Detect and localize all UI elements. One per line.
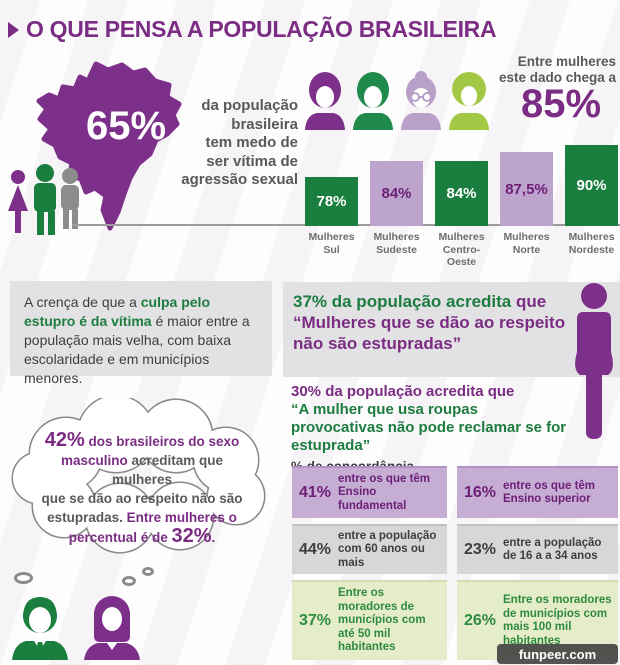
bar-value: 87,5% — [505, 180, 548, 198]
page-title: O QUE PENSA A POPULAÇÃO BRASILEIRA — [26, 16, 497, 42]
bar-label: Mulheres Nordeste — [568, 231, 615, 256]
fear-stat-caption: da população brasileira tem medo de ser … — [181, 97, 298, 188]
stat37-purple-text: que “Mulheres que se dão ao respeito não… — [293, 292, 566, 353]
bar-chart-labels: Mulheres Sul Mulheres Sudeste Mulheres Cen… — [305, 231, 619, 269]
stat30-green-text: “A mulher que usa roupas provocativas nã… — [291, 401, 567, 454]
page-header: O QUE PENSA A POPULAÇÃO BRASILEIRA — [8, 16, 497, 43]
bar-0: 78% — [305, 177, 358, 226]
female-figure-icon — [575, 283, 613, 439]
belief-text-highlight: culpa pelo estupro é da vítima — [24, 294, 210, 329]
thought-trail-bubble — [142, 567, 154, 576]
female-pct-value: 32% — [171, 525, 212, 547]
thought-statement: 42% dos brasileiros do sexo masculino ac… — [41, 429, 243, 547]
stat30-block: 30% da população acredita que “A mulher … — [291, 383, 571, 474]
brazil-map-icon — [36, 61, 182, 231]
thought-trail-bubble — [122, 576, 136, 586]
bar-2: 84% — [435, 161, 488, 226]
fear-stat-value: 65% — [85, 104, 167, 148]
table-row: 41% entre os que têm Ensino fundamental … — [292, 466, 618, 518]
woman-purple-icon — [305, 72, 345, 130]
table-cell: 16% entre os que têm Ensino superior — [457, 466, 618, 518]
woman-figure-icon — [8, 170, 28, 233]
male-pct-value: 42% — [44, 429, 85, 451]
woman-elderly-glasses-icon — [401, 71, 441, 130]
bar-3: 87,5% — [500, 152, 553, 226]
woman-green-icon — [353, 72, 393, 130]
table-row: 44% entre a população com 60 anos ou mai… — [292, 524, 618, 574]
green-man-figure-icon — [34, 164, 56, 235]
women-stat-lead: Entre mulheres este dado chega a — [498, 54, 616, 85]
table-cell: 41% entre os que têm Ensino fundamental — [292, 466, 447, 518]
stat30-purple-text: 30% da população acredita que — [291, 383, 515, 400]
title-arrow-icon — [8, 21, 19, 38]
bar-value: 84% — [446, 185, 477, 202]
bar-chart: 78% 84% 84% 87,5% 90% — [305, 139, 619, 226]
bar-label: Mulheres Sudeste — [373, 231, 420, 256]
bar-value: 84% — [381, 185, 412, 202]
thought-bubble — [11, 398, 266, 554]
belief-text-pre: A crença de que a — [24, 294, 141, 310]
stat37-box: 37% da população acredita que “Mulheres … — [283, 282, 620, 377]
gray-man-figure-icon — [61, 168, 79, 229]
table-cell: 23% entre a população de 16 a a 34 anos — [457, 524, 618, 574]
bar-value: 90% — [576, 177, 607, 194]
bar-label: Mulheres Centro- Oeste — [438, 231, 485, 268]
belief-text-post: é maior entre a população mais velha, co… — [24, 313, 250, 386]
belief-note-box: A crença de que a culpa pelo estupro é d… — [10, 281, 272, 386]
table-row: 37% Entre os moradores de municípios com… — [292, 580, 618, 660]
woman-bust-icon — [84, 596, 140, 660]
busts-group-icon — [12, 596, 140, 660]
watermark-badge: funpeer.com — [497, 644, 618, 664]
woman-lime-icon — [449, 72, 489, 130]
thought-trail-bubble — [14, 572, 33, 584]
man-bust-icon — [12, 597, 68, 660]
bar-1: 84% — [370, 161, 423, 226]
bar-label: Mulheres Norte — [503, 231, 550, 256]
bar-value: 78% — [316, 193, 347, 210]
people-group-icon — [8, 164, 79, 235]
brazil-map: 65% — [36, 58, 188, 234]
table-cell: 37% Entre os moradores de municípios com… — [292, 580, 447, 660]
women-icons-row — [303, 70, 491, 130]
table-cell: 26% Entre os moradores de municípios com… — [457, 580, 618, 660]
women-stat-value: 85% — [520, 82, 602, 126]
concordance-table: 41% entre os que têm Ensino fundamental … — [292, 466, 618, 665]
stat37-green-text: 37% da população acredita — [293, 292, 516, 311]
bar-label: Mulheres Sul — [308, 231, 355, 256]
table-cell: 44% entre a população com 60 anos ou mai… — [292, 524, 447, 574]
bar-4: 90% — [565, 145, 618, 226]
